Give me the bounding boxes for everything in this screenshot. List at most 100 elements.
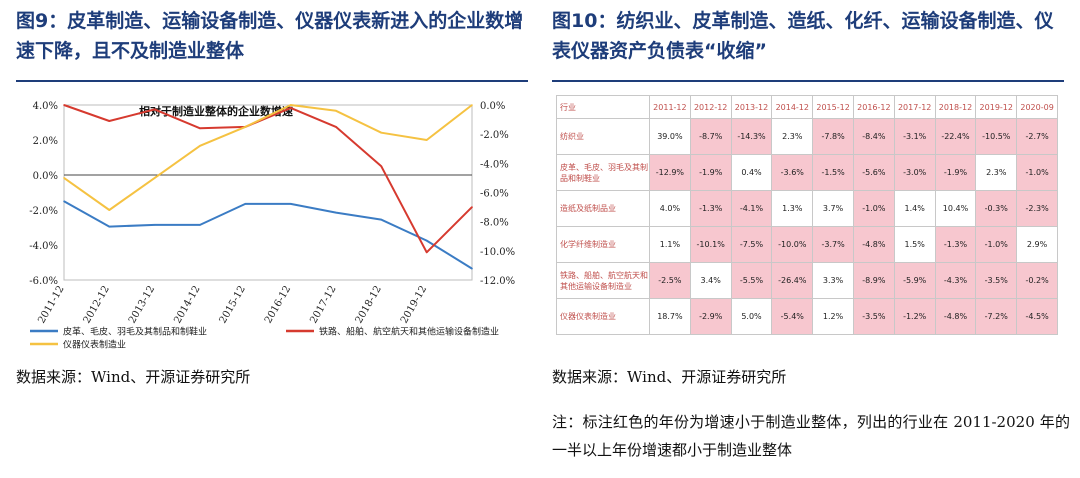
table-cell: -22.4% (934, 118, 977, 155)
series-0-point (63, 200, 65, 203)
x-axis-tick-label: 2015-12 (218, 284, 248, 325)
table-cell: -1.0% (975, 226, 1018, 263)
series-2-point (380, 131, 383, 134)
series-0-point (108, 225, 111, 228)
table-cell: 2.3% (975, 154, 1018, 191)
series-0-point (380, 218, 383, 221)
table-cell: -10.5% (975, 118, 1018, 155)
table-cell: -4.8% (934, 298, 977, 335)
series-0-point (244, 203, 247, 205)
table-cell: -5.9% (893, 262, 936, 299)
table-cell: -2.7% (1016, 118, 1058, 155)
table-row: 铁路、船舶、航空航天和其他运输设备制造业 -2.5% 3.4% -5.5% -26.4%… (556, 262, 1058, 299)
right-axis-tick-label: -10.0% (480, 247, 515, 258)
series-1-point (153, 108, 156, 111)
table-cell: -1.5% (812, 154, 854, 191)
legend-label-1: 铁路、船舶、航空航天和其他运输设备制造业 (319, 326, 499, 338)
table-footnote: 注：标注红色的年份为增速小于制造业整体，列出的行业在 2011-2020 年的一… (552, 413, 1070, 459)
left-axis-tick-label: 0.0% (33, 171, 58, 182)
series-1-point (471, 206, 473, 208)
table-row: 纺织业 39.0% -8.7% -14.3% 2.3% -7.8% -8.4% -3.1% -2… (556, 118, 1058, 155)
left-axis-tick-label: -4.0% (29, 241, 58, 252)
series-1-point (289, 107, 292, 109)
table-cell: 1.1% (649, 226, 691, 263)
table-header-row: 行业 2011-12 2012-12 2013-12 2014-12 2015-12 201… (556, 95, 1058, 119)
table-header-cell: 2012-12 (689, 95, 732, 119)
table-cell: 1.5% (893, 226, 936, 263)
line-chart: 4.0% 2.0% 0.0% -2.0% -4.0% -6.0% 0.0% -2.0% -4.0… (29, 101, 515, 351)
table-cell: -3.5% (975, 262, 1018, 299)
series-line-0 (63, 200, 473, 270)
series-2-point (471, 104, 473, 106)
left-axis-tick-label: 4.0% (33, 101, 58, 112)
series-1-point (108, 120, 111, 122)
table-cell: 3.3% (812, 262, 854, 299)
table-header-cell: 2014-12 (771, 95, 814, 119)
table-cell: -2.9% (689, 298, 732, 335)
table-cell: -8.7% (689, 118, 732, 155)
x-axis-tick-label: 2014-12 (172, 284, 202, 325)
series-2-point (425, 139, 428, 141)
table-row-label: 造纸及纸制品业 (556, 190, 650, 227)
table-cell: -1.0% (852, 190, 895, 227)
series-1-point (380, 165, 383, 168)
left-axis-tick-label: -2.0% (29, 206, 58, 217)
table-cell: -0.2% (1016, 262, 1058, 299)
table-cell: 0.4% (730, 154, 773, 191)
right-axis-tick-label: -4.0% (480, 159, 509, 170)
table-cell: -3.6% (771, 154, 814, 191)
table-cell: -4.1% (730, 190, 773, 227)
series-2-point (335, 110, 337, 112)
industry-table-panel: 行业 2011-12 2012-12 2013-12 2014-12 2015-12 201… (552, 90, 1064, 352)
table-cell: -7.8% (812, 118, 854, 155)
table-cell: -4.8% (852, 226, 895, 263)
table-row-label: 仪器仪表制造业 (556, 298, 650, 335)
table-cell: -10.0% (771, 226, 814, 263)
table-cell: -3.1% (893, 118, 936, 155)
table-cell: -3.5% (852, 298, 895, 335)
series-2-point (289, 104, 292, 106)
series-line-2 (63, 104, 473, 211)
table-cell: -1.2% (893, 298, 936, 335)
table-cell: -14.3% (730, 118, 773, 155)
table-row-label: 皮革、毛皮、羽毛及其制品和制鞋业 (556, 154, 650, 191)
table-cell: -7.5% (730, 226, 773, 263)
table-row: 仪器仪表制造业 18.7% -2.9% 5.0% -5.4% 1.2% -3.5% -1.2%… (556, 298, 1058, 335)
x-axis-tick-label: 2018-12 (354, 284, 384, 325)
table-cell: -8.4% (852, 118, 895, 155)
series-2-point (244, 126, 247, 128)
x-axis-tick-label: 2012-12 (82, 284, 112, 325)
right-axis-tick-label: -12.0% (480, 276, 515, 287)
table-cell: -2.5% (649, 262, 691, 299)
table-cell: -26.4% (771, 262, 814, 299)
table-cell: -1.3% (934, 226, 977, 263)
table-cell: 10.4% (934, 190, 977, 227)
series-line-1 (63, 104, 473, 254)
series-0-point (153, 224, 156, 226)
series-2-point (199, 145, 201, 147)
table-cell: -1.9% (934, 154, 977, 191)
x-axis-tick-label: 2016-12 (263, 284, 293, 325)
table-cell: 39.0% (649, 118, 691, 155)
table-cell: 3.7% (812, 190, 854, 227)
x-axis-tick-label: 2019-12 (399, 284, 429, 325)
series-0-point (335, 211, 337, 214)
left-title-rule (16, 80, 528, 82)
table-cell: -8.9% (852, 262, 895, 299)
table-row: 皮革、毛皮、羽毛及其制品和制鞋业 -12.9% -1.9% 0.4% -3.6% -1.5… (556, 154, 1058, 191)
series-1-point (425, 251, 428, 254)
series-2-point (63, 177, 65, 179)
table-cell: -5.4% (771, 298, 814, 335)
series-0-point (425, 239, 428, 242)
table-cell: -1.3% (689, 190, 732, 227)
table-header-cell: 2020-09 (1016, 95, 1058, 119)
left-figure-title: 图9：皮革制造、运输设备制造、仪器仪表新进入的企业数增速下降，且不及制造业整体 (16, 10, 524, 62)
table-cell: -2.3% (1016, 190, 1058, 227)
x-axis-tick-label: 2017-12 (308, 284, 338, 325)
table-cell: 1.2% (812, 298, 854, 335)
series-2-point (153, 177, 156, 179)
right-figure-title: 图10：纺织业、皮革制造、造纸、化纤、运输设备制造、仪表仪器资产负债表“收缩” (552, 10, 1054, 62)
right-axis-tick-label: -6.0% (480, 189, 509, 200)
table-cell: -0.3% (975, 190, 1018, 227)
x-axis-tick-label: 2013-12 (127, 284, 157, 325)
